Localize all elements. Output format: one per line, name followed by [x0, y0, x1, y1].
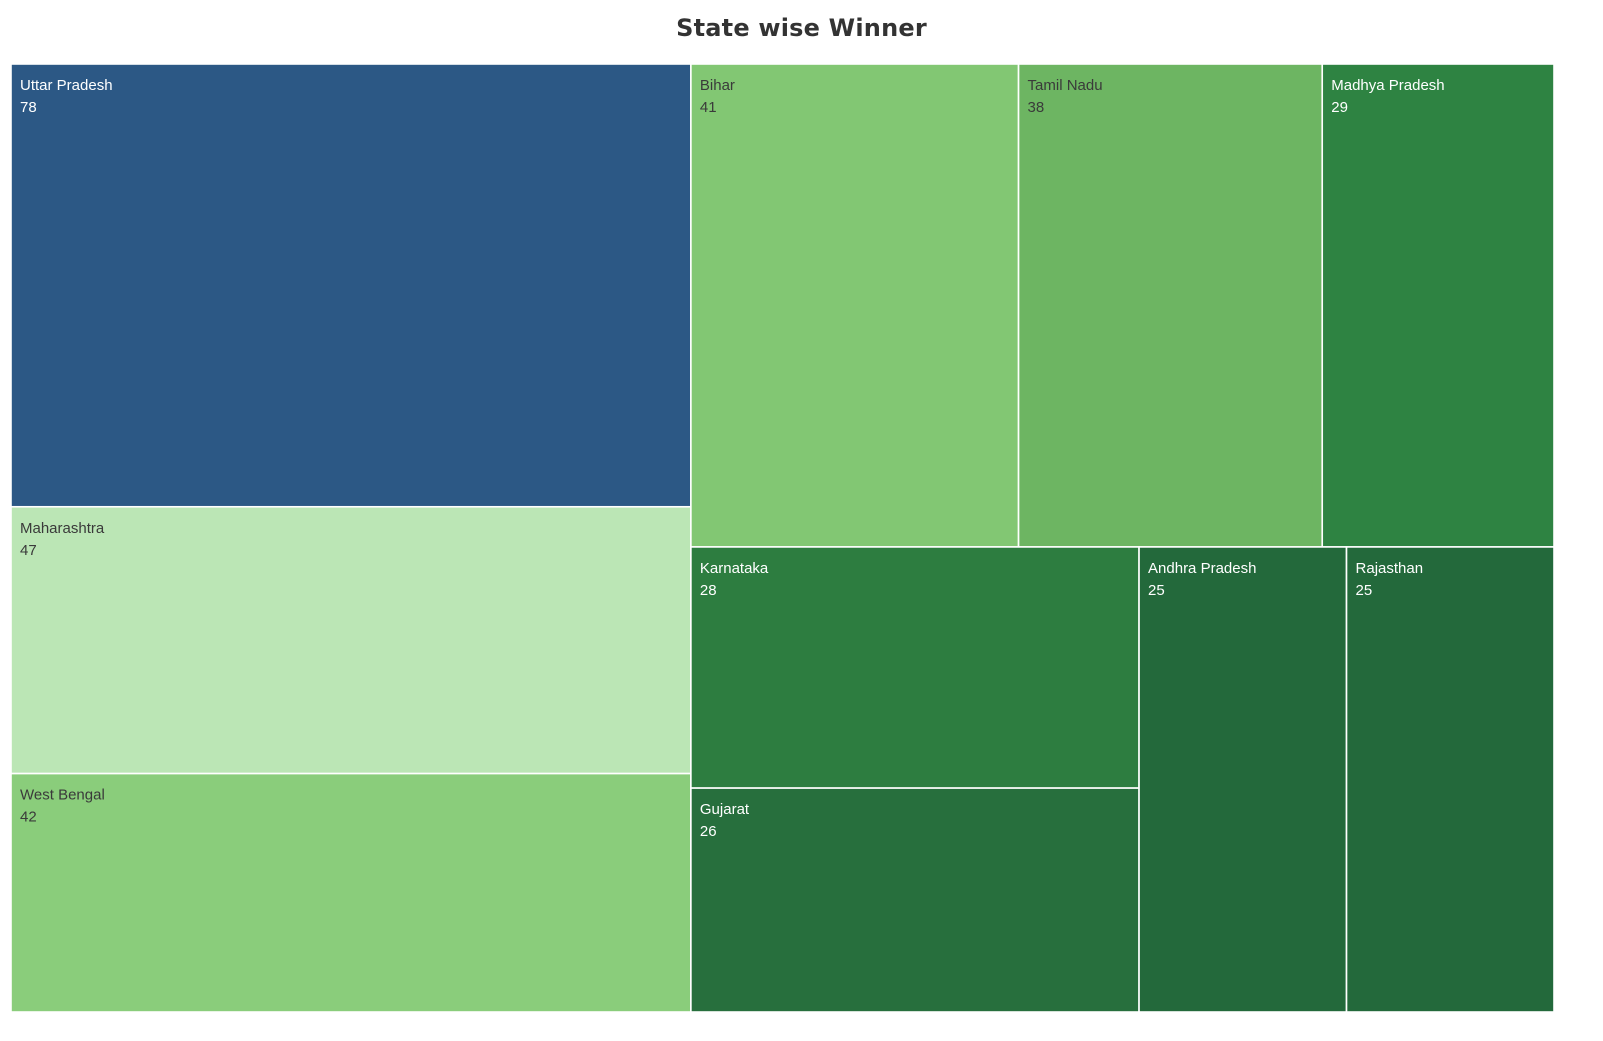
tile-uttar-pradesh[interactable]: Uttar Pradesh 78	[10, 63, 692, 508]
tile-label-bihar: Bihar	[700, 77, 735, 94]
tile-label-karnataka: Karnataka	[700, 560, 769, 577]
chart-title: State wise Winner	[676, 14, 927, 42]
tile-label-maharashtra: Maharashtra	[20, 520, 105, 537]
tile-value-karnataka: 28	[700, 582, 717, 599]
tile-rect-bihar[interactable]	[690, 63, 1020, 548]
tile-value-maharashtra: 47	[20, 542, 37, 559]
tile-label-west-bengal: West Bengal	[20, 787, 105, 804]
tile-bihar[interactable]: Bihar 41	[690, 63, 1020, 548]
tile-rect-andhra-pradesh[interactable]	[1138, 546, 1348, 1013]
tile-rect-madhya-pradesh[interactable]	[1321, 63, 1555, 548]
tile-value-west-bengal: 42	[20, 809, 37, 826]
tile-madhya-pradesh[interactable]: Madhya Pradesh 29	[1321, 63, 1555, 548]
tile-value-madhya-pradesh: 29	[1331, 99, 1348, 116]
tile-gujarat[interactable]: Gujarat 26	[690, 787, 1140, 1013]
tile-value-bihar: 41	[700, 99, 717, 116]
tile-label-gujarat: Gujarat	[700, 801, 750, 818]
tile-rect-maharashtra[interactable]	[10, 505, 692, 775]
tile-value-rajasthan: 25	[1356, 582, 1373, 599]
tile-karnataka[interactable]: Karnataka 28	[690, 546, 1140, 789]
tile-label-madhya-pradesh: Madhya Pradesh	[1331, 77, 1444, 94]
tile-label-tamil-nadu: Tamil Nadu	[1028, 77, 1103, 94]
tile-rect-gujarat[interactable]	[690, 787, 1140, 1013]
tile-west-bengal[interactable]: West Bengal 42	[10, 772, 692, 1013]
tile-andhra-pradesh[interactable]: Andhra Pradesh 25	[1138, 546, 1348, 1013]
tile-rajasthan[interactable]: Rajasthan 25	[1345, 546, 1555, 1013]
tile-tamil-nadu[interactable]: Tamil Nadu 38	[1017, 63, 1324, 548]
tile-value-uttar-pradesh: 78	[20, 99, 37, 116]
tile-label-andhra-pradesh: Andhra Pradesh	[1148, 560, 1256, 577]
tile-value-gujarat: 26	[700, 823, 717, 840]
tile-maharashtra[interactable]: Maharashtra 47	[10, 505, 692, 775]
tile-rect-uttar-pradesh[interactable]	[10, 63, 692, 508]
tile-rect-west-bengal[interactable]	[10, 772, 692, 1013]
tile-rect-karnataka[interactable]	[690, 546, 1140, 789]
tile-value-tamil-nadu: 38	[1028, 99, 1045, 116]
tile-rect-tamil-nadu[interactable]	[1017, 63, 1324, 548]
tile-label-rajasthan: Rajasthan	[1356, 560, 1424, 577]
tile-value-andhra-pradesh: 25	[1148, 582, 1165, 599]
tile-rect-rajasthan[interactable]	[1345, 546, 1555, 1013]
tile-label-uttar-pradesh: Uttar Pradesh	[20, 77, 113, 94]
